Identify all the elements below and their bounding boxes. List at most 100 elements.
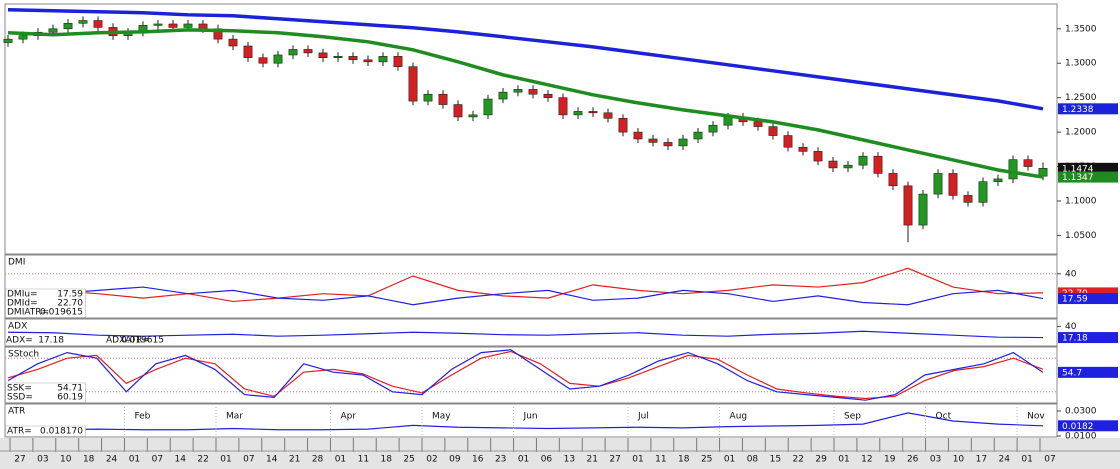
- panel-title: ATR: [8, 407, 25, 417]
- end-label-bg: [1058, 287, 1118, 299]
- candle-body: [498, 91, 508, 100]
- panel-title: DMI: [8, 258, 25, 268]
- end-label-bg: [1058, 293, 1118, 305]
- candle-body: [303, 49, 313, 54]
- day-label: 27: [609, 455, 620, 465]
- candle-body: [288, 49, 298, 56]
- candle-body: [648, 138, 658, 143]
- series-line: [7, 412, 1044, 431]
- month-label: Mar: [226, 412, 243, 422]
- y-tick-label: 1.3500: [1065, 24, 1097, 34]
- panel-frame: [4, 3, 1058, 255]
- candle-body: [3, 38, 13, 43]
- candle-body: [798, 146, 808, 152]
- readout-value: 17.18: [38, 336, 64, 346]
- month-label: Jul: [637, 412, 649, 422]
- day-label: 14: [174, 455, 186, 465]
- readout-value: 0.018170: [40, 427, 83, 437]
- end-label: 1.1347: [1062, 173, 1094, 183]
- candle-body: [18, 35, 28, 40]
- day-label: 01: [335, 455, 346, 465]
- end-label: 17.18: [1062, 334, 1088, 344]
- candle-body: [453, 104, 463, 118]
- day-label: 06: [541, 455, 553, 465]
- day-label: 15: [770, 455, 781, 465]
- readout-box: [5, 382, 86, 403]
- day-label: 25: [701, 455, 712, 465]
- day-label: 21: [586, 455, 597, 465]
- month-label: Apr: [340, 412, 356, 422]
- candle-body: [978, 181, 988, 203]
- readout-value: 22.70: [57, 299, 83, 309]
- day-label: 11: [655, 455, 666, 465]
- day-label: 29: [815, 455, 827, 465]
- day-label: 01: [838, 455, 849, 465]
- readout-label: DMIATR=: [7, 308, 49, 318]
- y-tick-label: 0.0300: [1065, 407, 1097, 417]
- end-label: 1.1474: [1062, 164, 1094, 174]
- readout-label: DMId=: [7, 299, 38, 309]
- day-label: 27: [14, 455, 25, 465]
- series-line: [7, 267, 1044, 303]
- candle-body: [348, 56, 358, 61]
- candle-body: [48, 28, 58, 33]
- candle-body: [588, 111, 598, 114]
- candle-body: [363, 59, 373, 63]
- day-label: 14: [266, 455, 278, 465]
- candle-body: [63, 22, 73, 30]
- readout-value: 17.59: [57, 290, 83, 300]
- series-line: [7, 349, 1044, 401]
- candle-body: [243, 45, 253, 59]
- candle-body: [438, 93, 448, 105]
- end-label-bg: [1058, 171, 1118, 183]
- candle-body: [558, 97, 568, 116]
- day-label: 22: [792, 455, 803, 465]
- day-label: 23: [495, 455, 506, 465]
- candle-body: [873, 155, 883, 174]
- day-label: 01: [724, 455, 735, 465]
- day-label: 22: [197, 455, 208, 465]
- y-tick-label: 0.0100: [1065, 432, 1097, 442]
- day-label: 02: [426, 455, 437, 465]
- candle-body: [948, 173, 958, 196]
- day-label: 18: [678, 455, 690, 465]
- end-label-bg: [1058, 332, 1118, 344]
- candle-body: [258, 57, 268, 64]
- candle-body: [813, 151, 823, 162]
- readout-box: [5, 288, 86, 318]
- day-label: 24: [998, 455, 1010, 465]
- candle-body: [78, 20, 88, 24]
- readout-value: 0.019615: [121, 336, 164, 346]
- candle-body: [768, 126, 778, 136]
- panel-frame: [4, 254, 1058, 319]
- y-tick-label: 1.2500: [1065, 93, 1097, 103]
- candle-body: [483, 98, 493, 116]
- month-label: Sep: [844, 412, 861, 422]
- candle-body: [663, 142, 673, 147]
- candle-body: [468, 114, 478, 118]
- candle-body: [168, 23, 178, 28]
- candle-body: [333, 56, 343, 59]
- candle-body: [543, 93, 553, 98]
- candle-body: [888, 173, 898, 187]
- series-line: [7, 350, 1044, 400]
- candle-body: [753, 121, 763, 127]
- candle-body: [678, 138, 688, 147]
- readout-value: 54.71: [57, 384, 83, 394]
- end-label-bg: [1058, 103, 1118, 115]
- candle-body: [963, 195, 973, 203]
- month-label: Feb: [134, 412, 150, 422]
- panel-frame: [4, 403, 1058, 438]
- month-label: Nov: [1027, 412, 1045, 422]
- day-label: 07: [1044, 455, 1055, 465]
- y-tick-label: 1.2000: [1065, 128, 1097, 138]
- month-label: Aug: [730, 412, 748, 422]
- series-line: [7, 8, 1044, 111]
- day-label: 03: [37, 455, 48, 465]
- readout-label: ADXATR=: [106, 336, 150, 346]
- day-label: 08: [747, 455, 759, 465]
- day-label: 01: [129, 455, 140, 465]
- end-label-bg: [1058, 420, 1118, 432]
- day-label: 10: [60, 455, 72, 465]
